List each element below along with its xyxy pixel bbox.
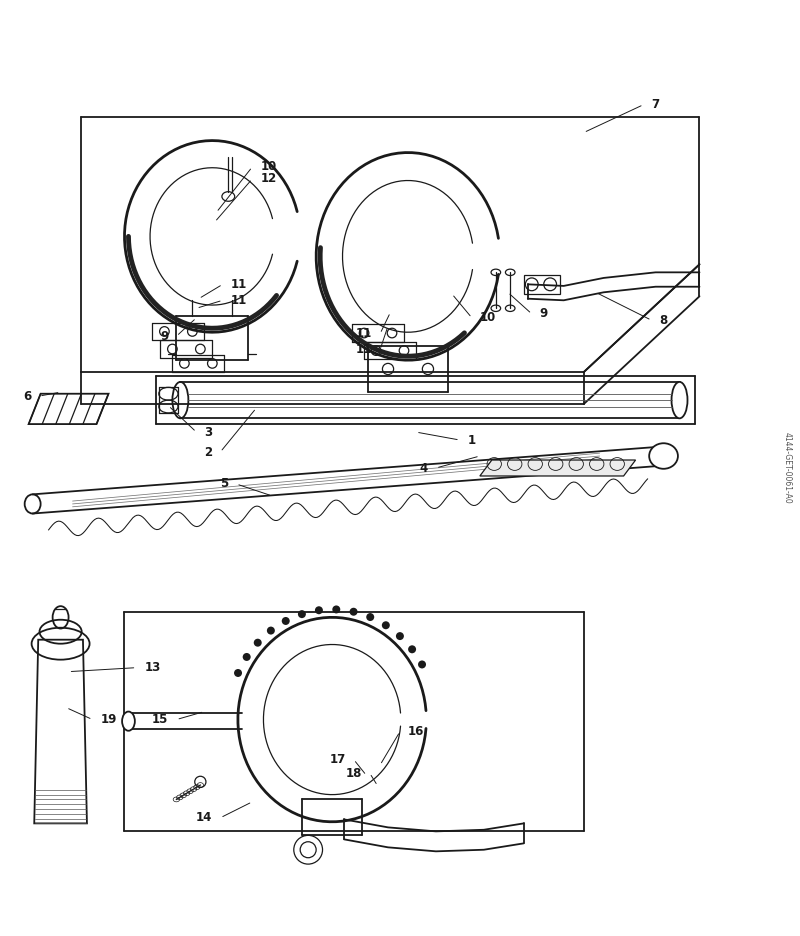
- Text: 15: 15: [152, 713, 169, 726]
- Text: 4: 4: [420, 461, 428, 475]
- Text: 16: 16: [408, 725, 424, 739]
- Text: 14: 14: [196, 812, 212, 825]
- Ellipse shape: [122, 711, 135, 731]
- Ellipse shape: [298, 610, 306, 618]
- Ellipse shape: [254, 638, 262, 647]
- Text: 5: 5: [220, 477, 228, 490]
- Ellipse shape: [396, 632, 404, 640]
- Ellipse shape: [671, 382, 687, 418]
- Text: 11: 11: [356, 328, 372, 341]
- Text: 10: 10: [480, 312, 496, 325]
- Text: 18: 18: [346, 767, 362, 780]
- Text: 4144-GET-0061-A0: 4144-GET-0061-A0: [783, 432, 792, 504]
- Text: 11: 11: [230, 278, 247, 291]
- Text: 19: 19: [101, 713, 117, 726]
- Text: 3: 3: [204, 426, 213, 439]
- Ellipse shape: [366, 613, 374, 622]
- Text: 11: 11: [356, 344, 372, 357]
- Text: 9: 9: [540, 307, 548, 320]
- Ellipse shape: [418, 661, 426, 668]
- Ellipse shape: [332, 606, 340, 613]
- Text: 11: 11: [230, 294, 247, 307]
- Ellipse shape: [649, 444, 678, 469]
- Text: 2: 2: [204, 446, 212, 459]
- Text: 7: 7: [651, 98, 660, 111]
- Text: 10: 10: [260, 160, 277, 173]
- Ellipse shape: [382, 622, 390, 629]
- Polygon shape: [480, 460, 635, 476]
- Text: 6: 6: [22, 389, 31, 402]
- Text: 1: 1: [468, 433, 476, 446]
- Ellipse shape: [408, 645, 416, 653]
- Text: 8: 8: [659, 314, 668, 327]
- Text: 12: 12: [260, 172, 277, 185]
- Ellipse shape: [234, 669, 242, 677]
- Ellipse shape: [282, 617, 290, 625]
- Ellipse shape: [242, 653, 250, 661]
- Text: 17: 17: [330, 753, 346, 766]
- Ellipse shape: [315, 607, 323, 614]
- Ellipse shape: [350, 607, 358, 616]
- Text: 13: 13: [145, 661, 161, 674]
- Ellipse shape: [267, 626, 275, 635]
- Text: 9: 9: [160, 329, 169, 343]
